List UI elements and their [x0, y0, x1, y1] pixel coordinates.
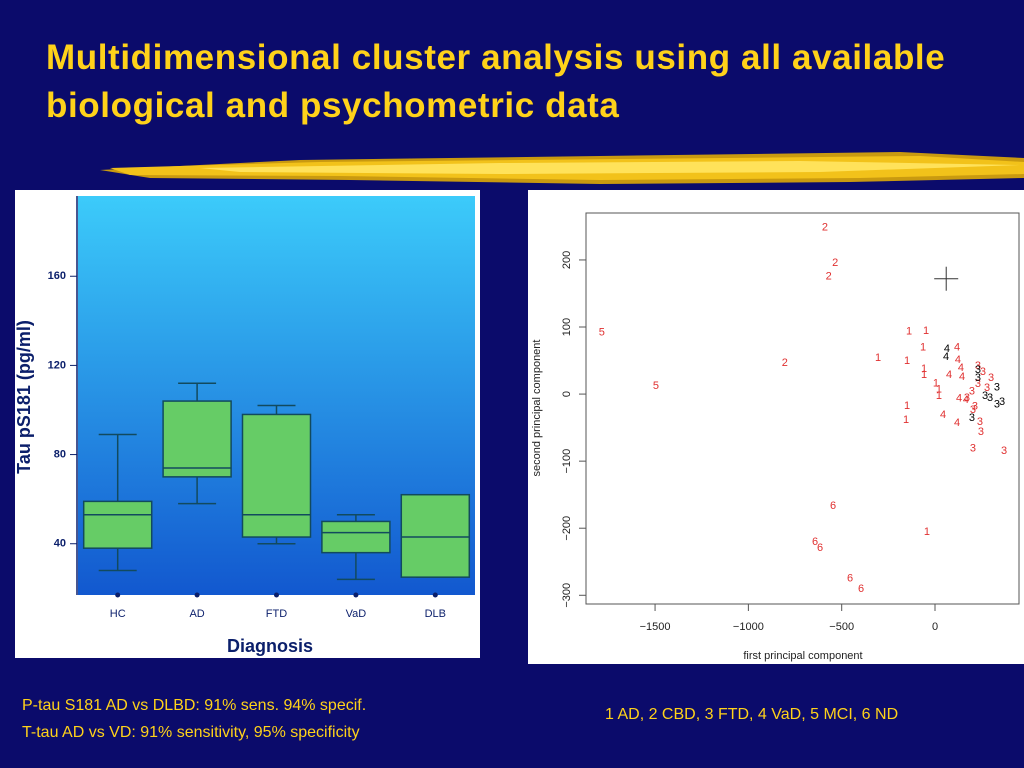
point-label: 3 — [988, 372, 994, 384]
point-label: 1 — [933, 377, 939, 389]
box — [241, 413, 312, 538]
point-label: 1 — [903, 414, 909, 426]
point-label: 1 — [920, 342, 926, 354]
point-label: 1 — [921, 363, 927, 375]
point-label: 3 — [994, 381, 1000, 393]
y-tick-label: 40 — [54, 538, 66, 550]
point-label: 1 — [904, 355, 910, 367]
point-label: 3 — [1001, 445, 1007, 457]
note: T-tau AD vs VD: 91% sensitivity, 95% spe… — [22, 724, 360, 741]
point-label: 6 — [817, 542, 823, 554]
point-label: 3 — [972, 401, 978, 413]
point-label: 4 — [959, 371, 965, 383]
point-label: 2 — [782, 357, 788, 369]
point-label: 3 — [975, 360, 981, 372]
point-label: 3 — [975, 364, 981, 376]
x-tick-label: DLB — [425, 608, 446, 620]
box — [82, 500, 153, 549]
point-label: 4 — [955, 354, 961, 366]
y-axis-label: second principal component — [531, 340, 543, 477]
y-tick-label: −300 — [561, 583, 573, 608]
x-tick-label: −1500 — [640, 621, 671, 633]
point-label: 1 — [875, 352, 881, 364]
x-tick-dot — [194, 592, 200, 598]
x-tick-dot — [432, 592, 438, 598]
point-label: 6 — [830, 500, 836, 512]
x-tick-dot — [353, 592, 359, 598]
x-tick-dot — [115, 592, 121, 598]
point-label: 3 — [978, 426, 984, 438]
note: P-tau S181 AD vs DLBD: 91% sens. 94% spe… — [22, 697, 366, 714]
box — [321, 520, 391, 554]
y-tick-label: 120 — [48, 359, 66, 371]
x-tick-label: HC — [110, 608, 126, 620]
chart-frame — [528, 190, 1024, 664]
y-tick-label: 160 — [48, 270, 66, 282]
point-label: 1 — [924, 526, 930, 538]
point-label: 4 — [954, 417, 960, 429]
point-label: 1 — [923, 325, 929, 337]
x-axis-label: first principal component — [743, 650, 862, 662]
point-label: 2 — [822, 222, 828, 234]
point-label: 4 — [956, 393, 962, 405]
point-label: 6 — [858, 583, 864, 595]
box — [400, 493, 471, 578]
y-tick-label: 0 — [561, 391, 573, 397]
point-label: 3 — [970, 442, 976, 454]
point-label: 3 — [964, 392, 970, 404]
x-tick-label: AD — [189, 608, 204, 620]
point-label: 3 — [999, 396, 1005, 408]
point-label: 2 — [826, 271, 832, 283]
plot-box — [585, 212, 1020, 605]
point-label: 4 — [954, 342, 960, 354]
y-tick-label: 100 — [561, 318, 573, 336]
point-label: 3 — [969, 385, 975, 397]
point-label: 3 — [980, 366, 986, 378]
point-label: 1 — [936, 383, 942, 395]
x-tick-label: 0 — [932, 621, 938, 633]
x-tick-label: FTD — [266, 608, 287, 620]
point-label: 5 — [599, 326, 605, 338]
y-tick-label: 80 — [54, 448, 66, 460]
key: 1 AD, 2 CBD, 3 FTD, 4 VaD, 5 MCI, 6 ND — [605, 706, 898, 723]
x-tick-label: −1000 — [733, 621, 764, 633]
point-label: 1 — [904, 400, 910, 412]
x-tick-label: −500 — [829, 621, 854, 633]
point-label: 1 — [906, 326, 912, 338]
point-label: 6 — [847, 572, 853, 584]
x-tick-dot — [274, 592, 279, 598]
x-axis-label: Diagnosis — [227, 636, 313, 656]
point-label: 3 — [969, 412, 975, 424]
brush-stroke — [100, 152, 1024, 184]
point-label: 3 — [975, 378, 981, 390]
point-label: 3 — [987, 392, 993, 404]
slide-title: Multidimensional cluster analysis using … — [46, 38, 946, 125]
point-label: 5 — [653, 380, 659, 392]
point-label: 4 — [946, 369, 952, 381]
point-label: 4 — [944, 343, 950, 355]
point-label: 4 — [943, 351, 949, 363]
point-label: 2 — [832, 257, 838, 269]
x-tick-label: VaD — [346, 608, 367, 620]
point-label: 3 — [994, 399, 1000, 411]
y-axis-label: Tau pS181 (pg/ml) — [14, 320, 34, 474]
y-tick-label: −200 — [561, 516, 573, 541]
point-label: 3 — [975, 372, 981, 384]
y-tick-label: −100 — [561, 449, 573, 474]
point-label: 3 — [984, 382, 990, 394]
y-tick-label: 200 — [561, 251, 573, 269]
point-label: 3 — [977, 416, 983, 428]
point-label: 4 — [940, 409, 946, 421]
point-label: 4 — [963, 394, 969, 406]
point-label: 3 — [970, 404, 976, 416]
point-label: 1 — [936, 390, 942, 402]
point-label: 4 — [958, 362, 964, 374]
point-label: 3 — [982, 390, 988, 402]
point-label: 6 — [812, 536, 818, 548]
point-label: 1 — [921, 369, 927, 381]
box — [162, 400, 232, 478]
